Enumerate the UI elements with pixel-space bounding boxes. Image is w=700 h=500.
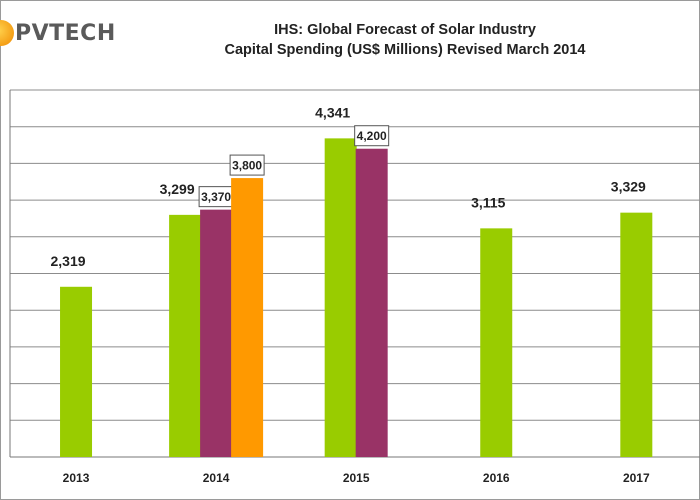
data-label: 3,800	[232, 159, 262, 173]
data-label: 4,200	[357, 129, 387, 143]
sun-logo-icon	[0, 20, 14, 46]
logo-text: PVTECH	[15, 20, 116, 46]
chart-title: IHS: Global Forecast of Solar Industry	[274, 22, 536, 38]
pvtech-logo: PVTECH	[0, 18, 116, 48]
data-label: 2,319	[51, 253, 86, 269]
data-label-box	[229, 154, 265, 176]
bar	[200, 209, 233, 457]
bar	[60, 286, 93, 457]
x-tick-label: 2017	[623, 471, 650, 485]
bar	[620, 212, 653, 457]
chart-title-block: IHS: Global Forecast of Solar Industry C…	[185, 20, 625, 60]
data-label: 3,115	[471, 194, 505, 210]
data-label: 3,329	[611, 179, 646, 195]
bar	[169, 214, 202, 457]
data-label: 4,341	[315, 104, 350, 120]
data-label: 3,370	[201, 190, 231, 204]
bar	[480, 228, 513, 457]
x-tick-label: 2016	[483, 471, 510, 485]
data-label-box	[354, 125, 390, 147]
chart-subtitle: Capital Spending (US$ Millions) Revised …	[224, 42, 586, 58]
data-label: 3,299	[160, 181, 195, 197]
bar	[231, 178, 264, 457]
bar	[355, 148, 388, 457]
x-tick-label: 2014	[203, 471, 230, 485]
x-tick-label: 2013	[63, 471, 90, 485]
x-tick-label: 2015	[343, 471, 370, 485]
bar	[324, 138, 357, 457]
